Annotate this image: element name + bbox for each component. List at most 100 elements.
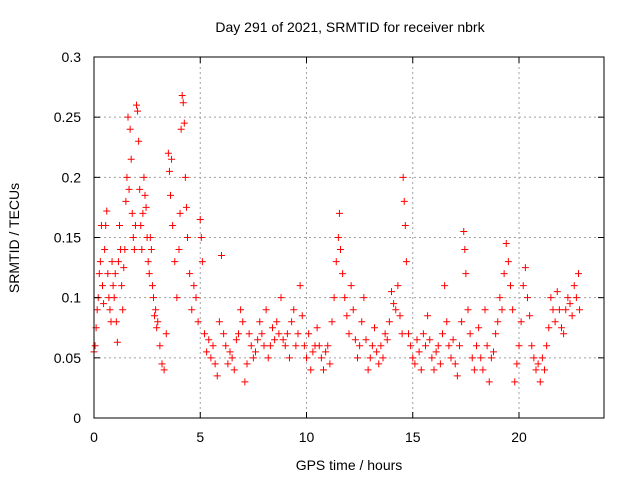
data-point — [345, 330, 353, 338]
data-point — [113, 338, 121, 346]
data-point — [453, 372, 461, 380]
data-point — [366, 354, 374, 362]
data-point — [192, 294, 200, 302]
data-point — [313, 324, 321, 332]
data-point — [460, 227, 468, 235]
data-point — [479, 366, 487, 374]
data-point — [154, 318, 162, 326]
data-point — [504, 258, 512, 266]
data-point — [148, 282, 156, 290]
data-point — [142, 203, 150, 211]
data-point — [294, 330, 302, 338]
data-point — [441, 282, 449, 290]
data-point — [121, 246, 129, 254]
data-point — [466, 330, 474, 338]
data-point — [160, 366, 168, 374]
data-point — [407, 342, 415, 350]
data-point — [286, 354, 293, 362]
data-point — [409, 354, 417, 362]
data-point — [207, 354, 215, 362]
data-point — [109, 282, 117, 290]
data-point — [424, 312, 432, 320]
data-point — [500, 270, 508, 278]
data-point — [254, 336, 262, 344]
data-point — [485, 378, 493, 386]
x-tick-label: 0 — [90, 429, 98, 445]
data-point — [328, 318, 336, 326]
data-point — [201, 330, 208, 338]
data-point — [186, 270, 194, 278]
data-point — [354, 354, 361, 362]
data-point — [426, 336, 434, 344]
data-point — [307, 366, 315, 374]
data-point — [326, 360, 334, 368]
data-point — [411, 360, 419, 368]
data-point — [401, 221, 409, 229]
data-point — [116, 221, 123, 229]
data-point — [93, 306, 101, 314]
data-point — [283, 330, 291, 338]
data-point — [300, 342, 308, 350]
data-point — [249, 354, 257, 362]
data-point — [168, 155, 176, 163]
data-point — [273, 318, 281, 326]
data-point — [317, 354, 325, 362]
data-point — [498, 306, 506, 314]
data-point — [243, 360, 251, 368]
data-point — [305, 330, 313, 338]
data-point — [356, 342, 364, 350]
data-point — [449, 336, 457, 344]
data-point — [182, 203, 190, 211]
data-point — [415, 348, 423, 356]
data-point — [513, 360, 521, 368]
data-point — [394, 282, 402, 290]
data-point — [405, 330, 412, 338]
data-point — [252, 348, 259, 356]
data-point — [398, 330, 406, 338]
data-point — [541, 366, 548, 374]
data-point — [543, 342, 551, 350]
y-tick-label: 0.1 — [62, 290, 82, 306]
data-point — [123, 173, 131, 181]
data-point — [432, 348, 440, 356]
data-point — [303, 354, 310, 362]
data-point — [351, 336, 359, 344]
data-point — [108, 258, 116, 266]
data-point — [385, 318, 393, 326]
data-point — [264, 354, 272, 362]
data-point — [551, 318, 559, 326]
data-point — [290, 306, 298, 314]
data-point — [175, 246, 183, 254]
data-point — [477, 354, 485, 362]
data-point — [462, 270, 470, 278]
data-point — [169, 221, 177, 229]
axis-ticks: 0 5 10 15 20 0 0.05 0.1 0.15 0.2 0.25 0.3 — [54, 49, 604, 445]
data-point — [144, 258, 152, 266]
data-point — [536, 378, 544, 386]
data-point — [232, 336, 240, 344]
data-point — [118, 282, 126, 290]
data-point — [439, 330, 446, 338]
y-axis-label: SRMTID / TECUs — [6, 183, 22, 293]
data-point — [138, 246, 146, 254]
data-point — [373, 348, 381, 356]
data-point — [324, 342, 332, 350]
data-point — [125, 185, 133, 193]
data-point — [392, 306, 400, 314]
data-point — [461, 246, 469, 254]
data-point — [226, 348, 234, 356]
data-point — [570, 282, 578, 290]
data-point — [473, 342, 480, 350]
data-point — [271, 336, 279, 344]
data-point — [147, 246, 155, 254]
data-point — [162, 330, 170, 338]
data-point — [139, 209, 147, 217]
data-point — [203, 348, 211, 356]
data-point — [137, 221, 145, 229]
data-point — [347, 282, 355, 290]
data-point — [490, 348, 497, 356]
data-point — [564, 294, 572, 302]
data-point — [576, 306, 584, 314]
data-point — [530, 354, 538, 362]
data-point — [502, 240, 510, 248]
